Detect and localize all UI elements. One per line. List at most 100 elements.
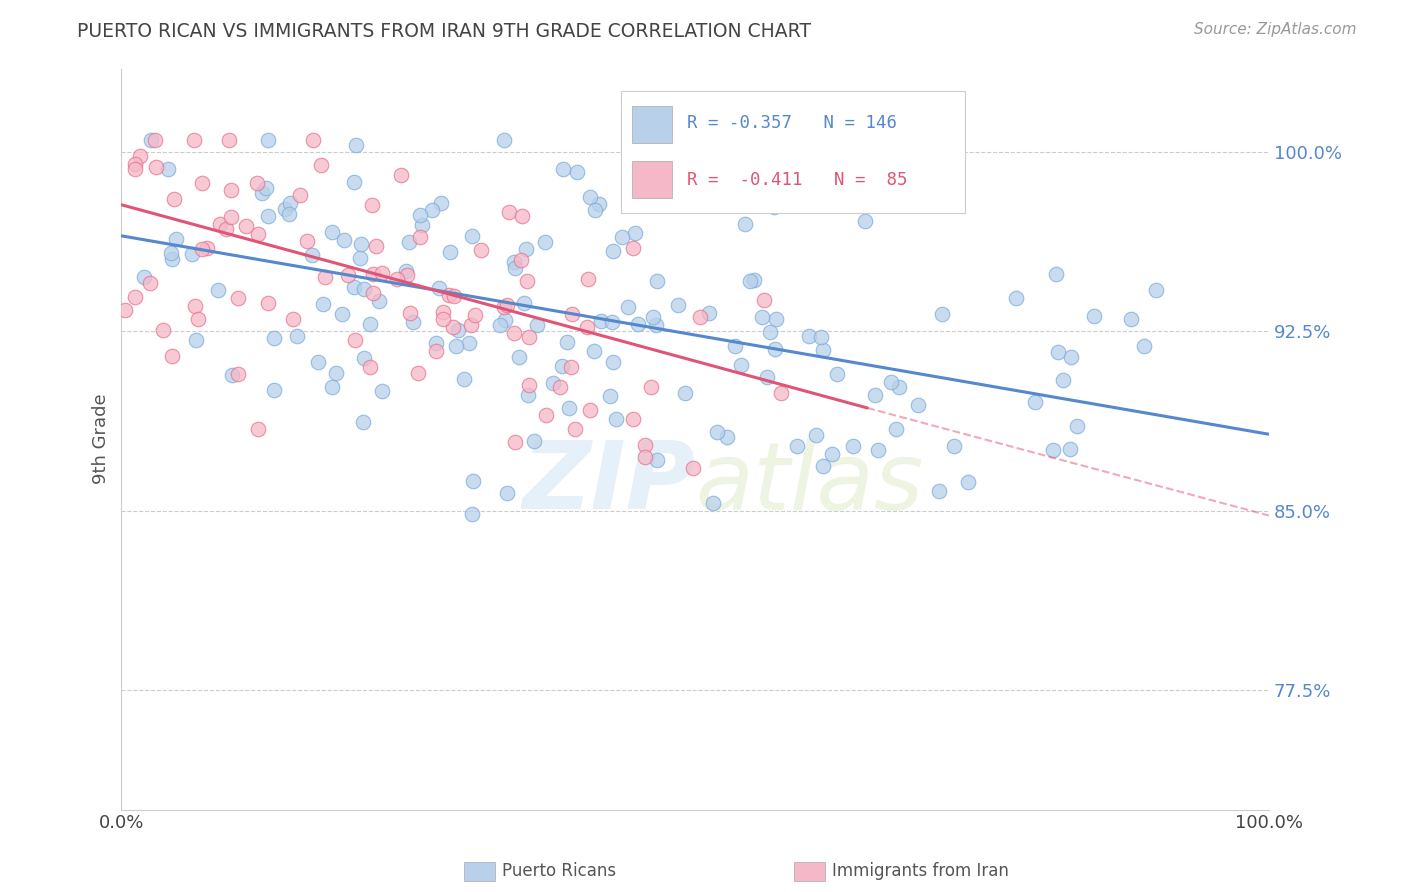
Point	[494, 313, 516, 327]
Point	[409, 229, 432, 244]
Point	[359, 359, 381, 374]
Point	[183, 299, 205, 313]
Point	[191, 176, 214, 190]
Point	[724, 339, 747, 353]
Point	[398, 305, 420, 319]
Point	[624, 227, 647, 241]
Point	[139, 133, 162, 147]
Point	[309, 157, 332, 171]
Point	[162, 252, 184, 266]
Point	[420, 202, 443, 217]
Point	[463, 474, 485, 488]
Point	[957, 475, 980, 489]
Point	[352, 415, 374, 429]
Point	[517, 378, 540, 392]
Point	[621, 180, 644, 194]
Point	[343, 175, 366, 189]
Point	[509, 253, 531, 268]
Point	[754, 293, 776, 308]
Text: atlas: atlas	[695, 438, 924, 529]
Point	[503, 434, 526, 449]
Point	[730, 358, 752, 372]
Point	[740, 274, 762, 288]
Point	[641, 310, 664, 325]
Point	[165, 232, 187, 246]
Point	[208, 217, 231, 231]
Point	[285, 329, 308, 343]
Point	[250, 186, 273, 201]
Text: R =  -0.411   N =  85: R = -0.411 N = 85	[688, 170, 908, 189]
Point	[576, 320, 599, 334]
Point	[430, 196, 453, 211]
Point	[195, 242, 218, 256]
Point	[645, 453, 668, 467]
Point	[453, 371, 475, 385]
Point	[425, 343, 447, 358]
Point	[124, 162, 146, 177]
Point	[526, 318, 548, 332]
Point	[599, 389, 621, 403]
Point	[344, 138, 367, 153]
Point	[492, 133, 515, 147]
Point	[350, 237, 373, 252]
Point	[600, 315, 623, 329]
Point	[496, 486, 519, 500]
Point	[470, 243, 492, 257]
Point	[931, 307, 953, 321]
Point	[720, 158, 742, 172]
Point	[811, 459, 834, 474]
Point	[673, 386, 696, 401]
Point	[443, 289, 465, 303]
Point	[510, 210, 533, 224]
Point	[523, 434, 546, 448]
Point	[273, 202, 295, 216]
Point	[1042, 443, 1064, 458]
Point	[564, 422, 586, 436]
Point	[517, 387, 540, 401]
Point	[821, 447, 844, 461]
Point	[582, 344, 605, 359]
Point	[561, 307, 583, 321]
Point	[786, 439, 808, 453]
Point	[734, 217, 756, 231]
Text: R = -0.357   N = 146: R = -0.357 N = 146	[688, 114, 897, 132]
Point	[842, 439, 865, 453]
Point	[602, 244, 624, 258]
Point	[145, 160, 167, 174]
Point	[371, 384, 394, 399]
Point	[644, 318, 666, 332]
Point	[139, 276, 162, 290]
Point	[183, 133, 205, 147]
Point	[1005, 291, 1028, 305]
Point	[219, 183, 242, 197]
Point	[218, 133, 240, 147]
Point	[759, 325, 782, 339]
Point	[508, 350, 530, 364]
Point	[312, 296, 335, 310]
Text: Source: ZipAtlas.com: Source: ZipAtlas.com	[1194, 22, 1357, 37]
Point	[363, 285, 385, 300]
Point	[464, 309, 486, 323]
Point	[498, 204, 520, 219]
Point	[302, 133, 325, 147]
Point	[666, 298, 689, 312]
Point	[517, 330, 540, 344]
Point	[187, 311, 209, 326]
Point	[751, 310, 773, 325]
Point	[534, 235, 557, 249]
Point	[811, 343, 834, 357]
Point	[288, 188, 311, 202]
Point	[1119, 312, 1142, 326]
Point	[371, 266, 394, 280]
Point	[343, 279, 366, 293]
Point	[219, 211, 242, 225]
Point	[634, 450, 657, 464]
Point	[769, 385, 792, 400]
Point	[1060, 350, 1083, 364]
Point	[314, 269, 336, 284]
Point	[337, 268, 360, 282]
Point	[1066, 419, 1088, 434]
Point	[330, 307, 353, 321]
Point	[256, 133, 278, 147]
Point	[160, 246, 183, 260]
